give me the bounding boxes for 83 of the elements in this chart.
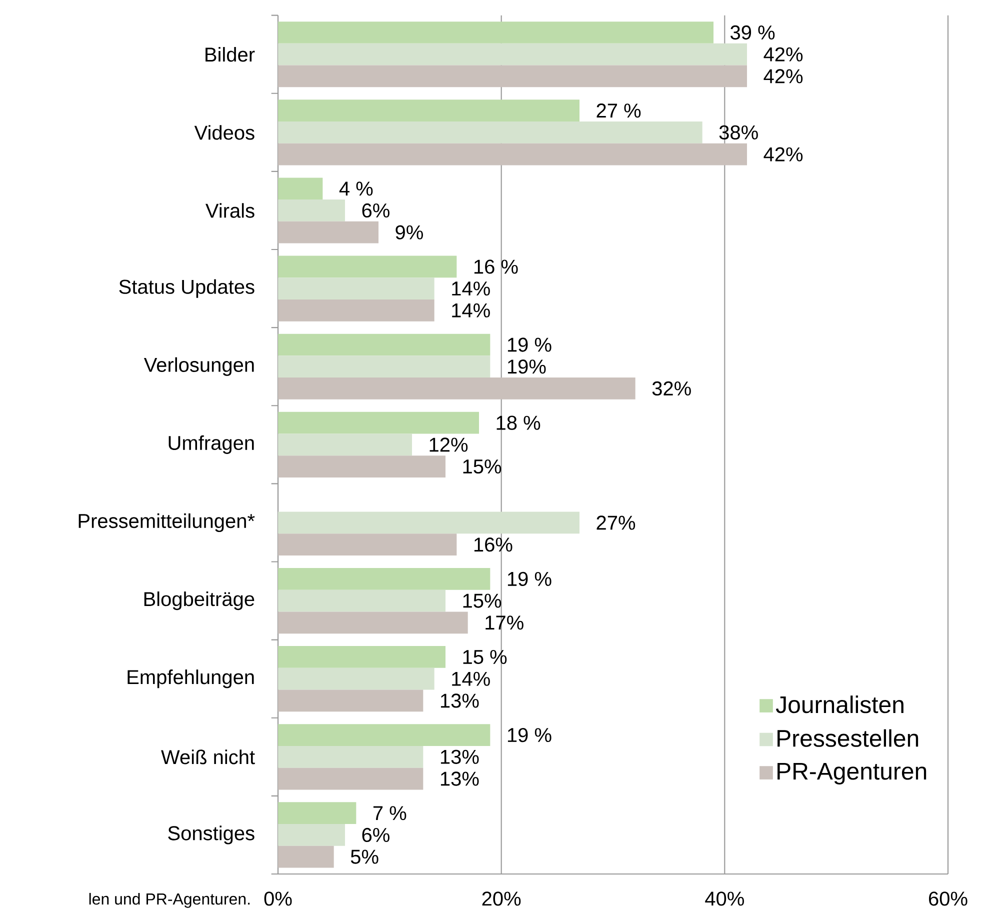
- bar: [278, 299, 434, 322]
- x-tick-label: 60%: [929, 892, 968, 906]
- y-tick-label: Blogbeiträge: [144, 591, 254, 610]
- data-label: 15 %: [463, 650, 507, 664]
- data-label: 14%: [452, 303, 490, 318]
- data-label: 42%: [764, 47, 803, 62]
- bar: [278, 100, 580, 122]
- data-label: 19 %: [508, 338, 552, 352]
- bar: [278, 534, 457, 556]
- x-tick-label: 0%: [264, 892, 292, 906]
- bar: [278, 378, 636, 400]
- bar: [278, 590, 446, 612]
- bar: [278, 22, 714, 44]
- data-label: 13%: [440, 694, 479, 708]
- bar: [278, 356, 490, 378]
- y-tick-label: Umfragen: [168, 435, 254, 454]
- data-label: 13%: [440, 750, 479, 764]
- bar: [278, 65, 747, 88]
- bar: [278, 612, 468, 634]
- y-tick-label: Status Updates: [119, 279, 254, 298]
- data-label: 27%: [596, 516, 636, 530]
- data-label: 13%: [440, 772, 479, 786]
- bar: [278, 178, 323, 200]
- data-label: 32%: [652, 381, 691, 396]
- bar: [278, 122, 702, 144]
- data-label: 19 %: [508, 728, 552, 742]
- data-label: 15%: [463, 460, 502, 474]
- data-label: 9%: [396, 225, 423, 240]
- data-label: 27 %: [596, 104, 641, 118]
- text: len und PR-Agenturen.: [89, 892, 250, 908]
- bar: [278, 690, 424, 712]
- bar: [278, 434, 412, 456]
- bar: [278, 724, 490, 746]
- bar: [278, 200, 346, 222]
- data-label: 17%: [486, 616, 524, 630]
- y-tick-label: Pressemitteilungen*: [78, 513, 255, 532]
- data-label: 14%: [452, 282, 490, 296]
- y-tick-label: Virals: [206, 203, 254, 218]
- bar: [278, 846, 334, 868]
- x-tick-label: 40%: [705, 892, 744, 906]
- data-label: 39 %: [730, 25, 775, 40]
- data-label: 5%: [350, 850, 378, 864]
- bar: [278, 256, 457, 278]
- x-tick-label: 20%: [482, 892, 521, 906]
- y-tick-label: Empfehlungen: [128, 670, 254, 688]
- bar: [278, 43, 747, 66]
- bar: [278, 512, 580, 534]
- data-label: 6%: [362, 828, 390, 842]
- legend-label: Pressestellen: [778, 729, 918, 747]
- data-label: 4 %: [339, 182, 373, 196]
- bar: [278, 278, 434, 300]
- data-label: 14%: [452, 672, 490, 686]
- bar: [278, 568, 490, 590]
- data-label: 19 %: [508, 572, 552, 586]
- bar: [278, 143, 747, 166]
- bar: [278, 334, 490, 356]
- legend-label: PR-Agenturen: [778, 763, 926, 784]
- bar: [278, 668, 434, 690]
- data-label: 16%: [474, 538, 512, 552]
- data-label: 16 %: [474, 260, 518, 274]
- data-label: 6%: [362, 203, 390, 218]
- y-tick-label: Verlosungen: [144, 357, 254, 376]
- bar: [278, 746, 424, 768]
- data-label: 7 %: [373, 806, 406, 820]
- bar: [278, 412, 479, 434]
- data-label: 15%: [463, 594, 502, 608]
- data-label: 42%: [764, 69, 803, 84]
- data-label: 19%: [508, 360, 546, 374]
- bar: [278, 802, 356, 824]
- y-tick-label: Bilder: [206, 47, 255, 62]
- bar: [278, 768, 424, 790]
- data-label: 12%: [430, 438, 468, 452]
- y-tick-label: Weiß nicht: [161, 750, 255, 764]
- data-label: 18 %: [496, 416, 540, 430]
- bar: [278, 221, 378, 244]
- bar: [278, 824, 346, 846]
- legend-label: Journalisten: [776, 696, 904, 714]
- y-tick-label: Videos: [194, 125, 254, 140]
- data-label: 38%: [719, 125, 758, 140]
- y-tick-label: Sonstiges: [168, 826, 254, 844]
- bar: [278, 646, 446, 668]
- bar: [278, 456, 446, 478]
- data-label: 42%: [764, 147, 803, 162]
